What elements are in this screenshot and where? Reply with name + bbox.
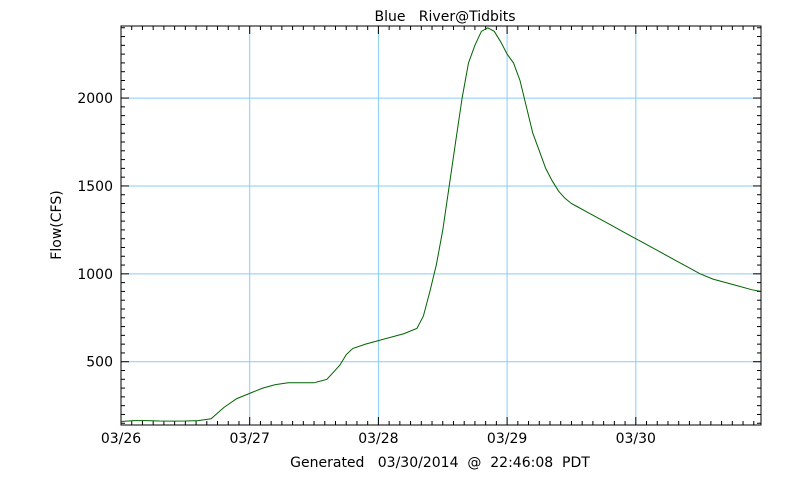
x-tick-labels: 03/26 03/27 03/28 03/29 03/30 xyxy=(101,431,656,447)
grid-lines xyxy=(121,26,761,425)
y-axis-label: Flow(CFS) xyxy=(49,190,65,259)
generated-footer: Generated 03/30/2014 @ 22:46:08 PDT xyxy=(290,455,590,471)
chart-title: Blue River@Tidbits xyxy=(374,9,515,25)
flow-series-line xyxy=(120,27,761,422)
x-tick-label: 03/27 xyxy=(230,431,270,447)
x-tick-label: 03/26 xyxy=(101,431,141,447)
y-tick-label: 1000 xyxy=(77,267,113,283)
y-tick-labels: 500 1000 1500 2000 xyxy=(77,91,113,371)
y-tick-label: 1500 xyxy=(77,179,113,195)
x-tick-label: 03/28 xyxy=(358,431,398,447)
x-tick-label: 03/30 xyxy=(616,431,656,447)
plot-frame xyxy=(120,25,762,426)
x-tick-label: 03/29 xyxy=(487,431,527,447)
y-tick-label: 500 xyxy=(86,355,113,371)
axis-ticks xyxy=(120,26,761,425)
y-tick-label: 2000 xyxy=(77,91,113,107)
